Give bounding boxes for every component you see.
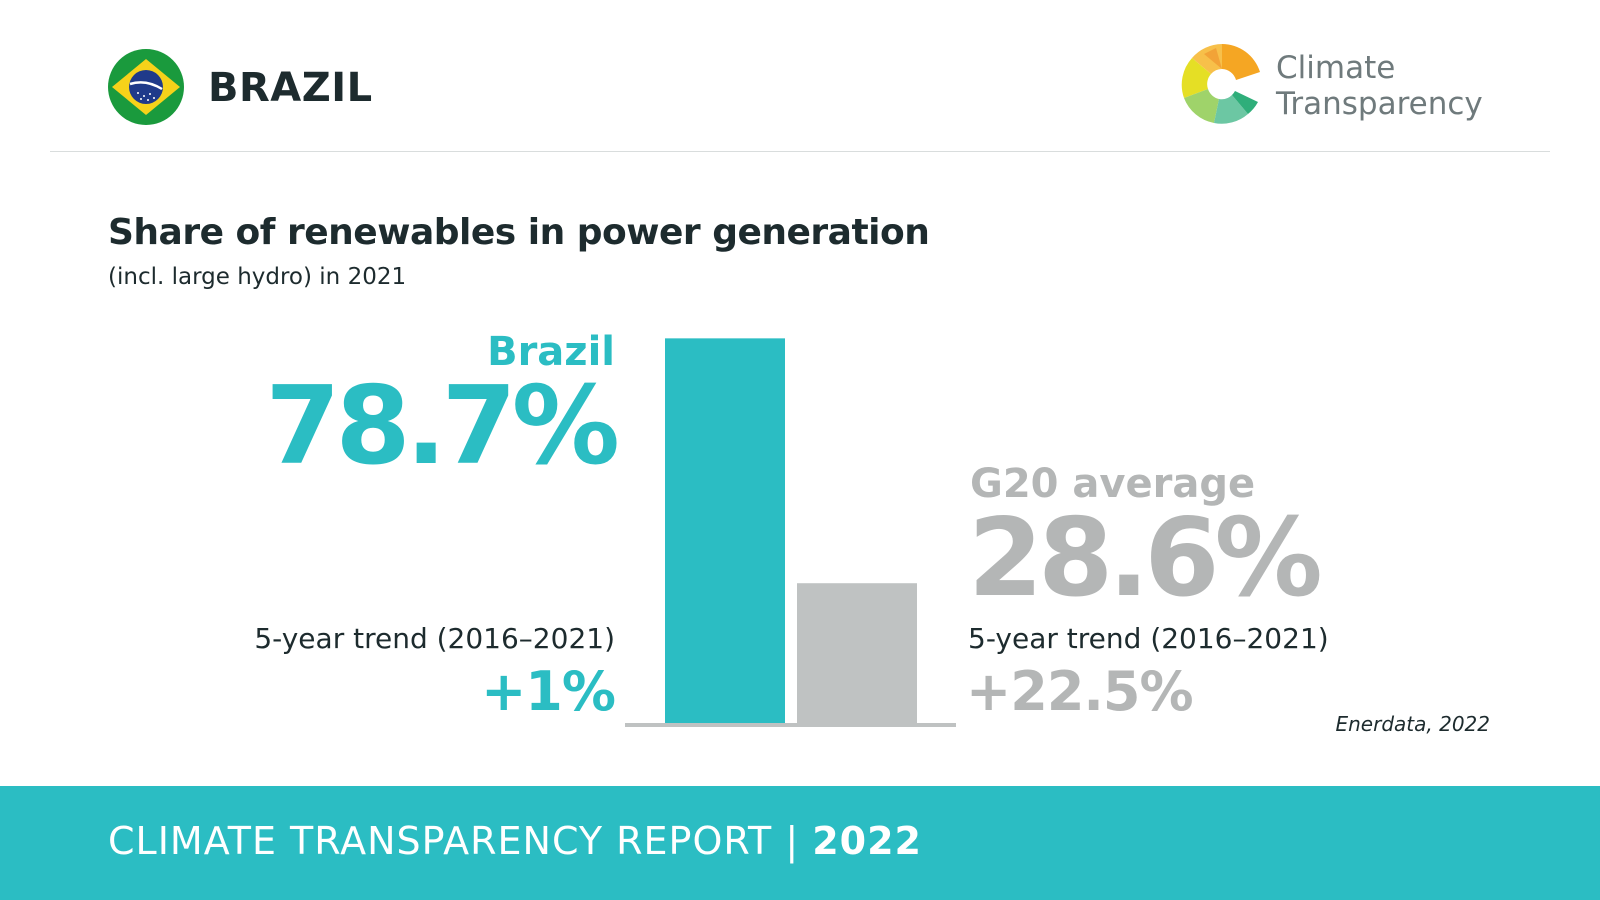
bar-brazil: [665, 338, 785, 723]
footer-text: CLIMATE TRANSPARENCY REPORT | 2022: [108, 816, 922, 866]
country-name: BRAZIL: [208, 65, 373, 111]
footer-banner: CLIMATE TRANSPARENCY REPORT | 2022: [0, 786, 1600, 900]
source-note: Enerdata, 2022: [1335, 712, 1490, 736]
series-name-g20: G20 average: [970, 461, 1256, 507]
chart-subtitle: (incl. large hydro) in 2021: [108, 264, 407, 290]
trend-value-g20: +22.5%: [966, 660, 1194, 723]
bar-chart: [625, 338, 956, 727]
chart-title: Share of renewables in power generation: [108, 212, 930, 253]
brand-line-2: Transparency: [1276, 86, 1483, 122]
bar-g20-average: [797, 583, 917, 723]
brand-line-1: Climate: [1276, 50, 1396, 86]
trend-label-g20: 5-year trend (2016–2021): [968, 622, 1329, 655]
report-year: 2022: [812, 819, 922, 863]
header-divider: [50, 151, 1550, 152]
climate-transparency-logo-icon: [1181, 44, 1260, 124]
trend-value-brazil: +1%: [481, 660, 616, 723]
value-label-brazil: 78.7%: [265, 364, 620, 489]
report-name: CLIMATE TRANSPARENCY REPORT: [108, 819, 773, 863]
brazil-flag-icon: [108, 49, 184, 125]
value-label-g20: 28.6%: [968, 496, 1323, 621]
brand-name: Climate Transparency: [1276, 50, 1483, 122]
trend-label-brazil: 5-year trend (2016–2021): [254, 622, 615, 655]
series-name-brazil: Brazil: [487, 329, 615, 375]
separator: |: [785, 819, 800, 863]
